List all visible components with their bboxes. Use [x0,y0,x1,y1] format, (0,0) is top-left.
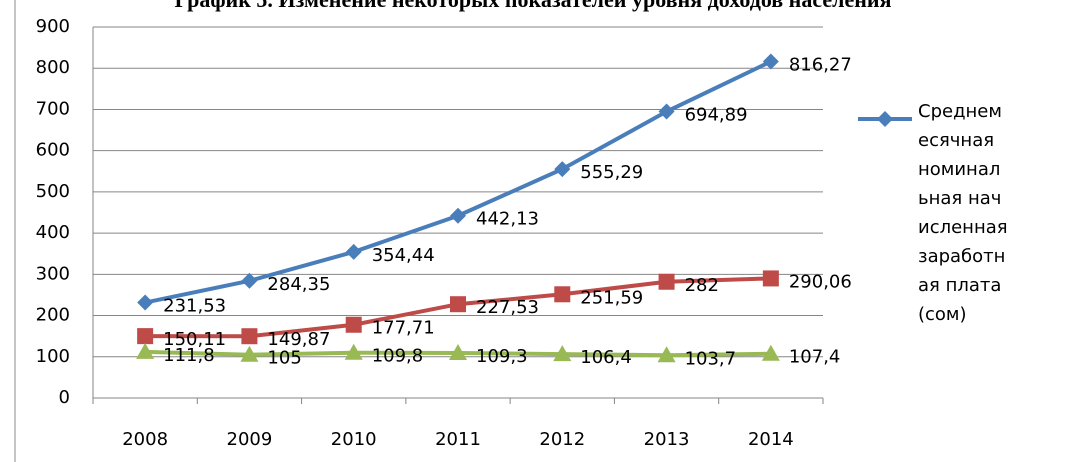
marker [762,53,779,70]
y-tick-label: 200 [36,305,70,326]
data-label: 354,44 [372,245,435,266]
data-label: 227,53 [476,297,539,318]
marker [241,328,258,345]
legend-label: Среднемесячная номинальная начисленная з… [918,101,1008,325]
data-label: 150,11 [163,329,226,350]
series-line [144,59,772,305]
data-label: 177,71 [372,318,435,339]
marker [554,286,571,303]
marker [345,316,362,333]
x-tick-label: 2010 [331,429,377,450]
data-label: 290,06 [789,271,852,292]
y-tick-label: 100 [36,346,70,367]
data-label: 694,89 [685,105,748,126]
marker [136,342,155,359]
marker [240,345,259,362]
y-tick-label: 400 [36,222,70,243]
y-tick-label: 600 [36,140,70,161]
data-label: 107,4 [789,347,841,368]
data-label: 231,53 [163,296,226,317]
marker [554,161,571,178]
data-label: 105 [267,348,301,369]
marker [658,273,675,290]
marker [137,294,154,311]
marker [658,103,675,120]
data-label: 555,29 [580,162,643,183]
y-tick-label: 900 [36,16,70,37]
data-label: 109,3 [476,346,528,367]
data-label: 282 [685,275,719,296]
data-label: 103,7 [685,348,737,369]
marker [241,272,258,289]
data-label: 106,4 [580,347,632,368]
marker [344,343,363,360]
data-label: 109,8 [372,346,424,367]
y-tick-label: 800 [36,57,70,78]
data-label: 284,35 [267,274,330,295]
marker [877,111,893,127]
marker [761,344,780,361]
y-tick-label: 0 [59,387,70,408]
data-label: 111,8 [163,345,215,366]
data-label: 442,13 [476,209,539,230]
data-label: 251,59 [580,287,643,308]
y-tick-label: 300 [36,263,70,284]
marker [553,345,572,362]
marker [449,343,467,360]
marker [657,346,676,363]
x-tick-label: 2008 [122,429,168,450]
marker [137,328,154,345]
y-tick-label: 700 [36,98,70,119]
x-tick-label: 2012 [539,429,585,450]
x-tick-label: 2013 [644,429,690,450]
chart-title: График 5. Изменение некоторых показателе… [174,0,891,12]
data-label: 149,87 [267,329,330,350]
marker [345,243,362,260]
data-label: 816,27 [789,55,852,76]
x-tick-label: 2014 [748,429,794,450]
x-tick-label: 2009 [227,429,273,450]
x-tick-label: 2011 [435,429,481,450]
marker [450,207,466,224]
marker [450,296,466,313]
y-tick-label: 500 [36,181,70,202]
marker [762,270,779,287]
